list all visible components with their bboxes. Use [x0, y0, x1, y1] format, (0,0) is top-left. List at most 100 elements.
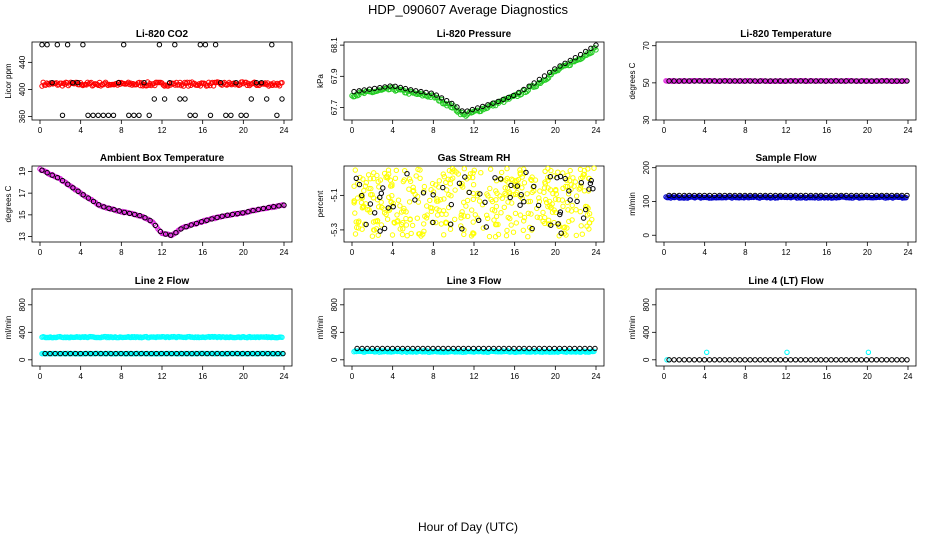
data-point: [168, 350, 175, 357]
y-tick-label: 400: [18, 325, 27, 339]
data-point: [833, 195, 840, 201]
data-point: [459, 209, 465, 215]
data-point: [899, 192, 905, 199]
data-point: [498, 210, 504, 216]
data-point: [686, 192, 692, 199]
data-point: [354, 224, 360, 231]
data-point: [510, 229, 517, 235]
data-point: [364, 207, 371, 213]
series-pressure-sampled-: [351, 42, 599, 114]
x-tick-label: 20: [863, 126, 872, 135]
data-point: [363, 180, 369, 186]
data-point: [224, 350, 231, 357]
data-point: [417, 175, 423, 182]
data-point: [889, 192, 895, 199]
data-point: [894, 78, 900, 84]
data-point: [879, 192, 885, 199]
data-point: [361, 188, 367, 194]
data-point: [429, 205, 435, 211]
data-point: [174, 350, 180, 357]
data-point: [183, 224, 189, 230]
data-point: [194, 350, 200, 357]
data-point: [465, 345, 472, 352]
data-point: [467, 171, 474, 177]
data-point: [787, 192, 794, 199]
data-point: [229, 211, 236, 218]
data-point: [126, 210, 133, 217]
x-tick-label: 12: [470, 372, 479, 381]
data-point: [777, 78, 784, 84]
x-tick-label: 4: [390, 126, 395, 135]
data-point: [501, 345, 507, 352]
data-point: [105, 82, 111, 89]
data-point: [458, 223, 464, 229]
data-point: [808, 78, 814, 84]
data-point: [413, 173, 419, 179]
data-point: [572, 55, 579, 61]
data-point: [100, 112, 107, 119]
data-point: [503, 233, 510, 239]
data-point: [356, 181, 363, 188]
data-point: [848, 357, 854, 363]
data-point: [508, 182, 514, 189]
data-point: [676, 78, 682, 84]
data-point: [253, 80, 260, 86]
data-point: [434, 196, 440, 202]
panel-title: Gas Stream RH: [438, 153, 511, 164]
data-point: [813, 78, 819, 84]
data-point: [858, 357, 865, 363]
data-point: [387, 183, 394, 189]
panel-title: Line 3 Flow: [447, 276, 502, 287]
data-point: [419, 349, 426, 355]
data-point: [389, 232, 396, 238]
data-point: [407, 178, 414, 185]
data-point: [121, 42, 127, 48]
x-tick-label: 24: [280, 372, 289, 381]
data-point: [469, 106, 476, 113]
data-point: [541, 73, 548, 79]
data-point: [493, 188, 499, 194]
data-point: [573, 232, 579, 239]
data-point: [686, 357, 692, 363]
data-point: [483, 224, 489, 230]
data-point: [118, 350, 124, 357]
data-point: [863, 357, 870, 363]
data-point: [747, 78, 753, 84]
data-point: [542, 181, 548, 187]
data-point: [172, 82, 178, 88]
data-point: [351, 198, 357, 204]
data-point: [833, 357, 839, 363]
data-point: [434, 198, 440, 204]
data-point: [803, 192, 809, 199]
data-point: [459, 226, 465, 232]
data-point: [565, 207, 571, 213]
data-point: [67, 350, 74, 357]
x-tick-label: 8: [431, 248, 436, 257]
data-point: [853, 78, 860, 84]
x-tick-label: 8: [743, 248, 748, 257]
data-point: [162, 231, 169, 237]
data-point: [390, 200, 396, 207]
data-point: [495, 98, 501, 105]
data-point: [204, 217, 210, 224]
data-point: [167, 80, 173, 86]
data-point: [418, 88, 424, 95]
y-tick-label: 200: [642, 160, 651, 174]
data-point: [546, 198, 553, 205]
data-point: [499, 169, 505, 176]
data-point: [59, 177, 66, 184]
data-point: [184, 350, 190, 357]
figure-title: HDP_090607 Average Diagnostics: [368, 2, 568, 17]
data-point: [470, 219, 476, 225]
x-tick-label: 0: [662, 372, 667, 381]
data-point: [354, 345, 360, 352]
data-point: [153, 350, 160, 357]
data-point: [502, 185, 508, 191]
data-point: [458, 212, 464, 218]
data-point: [531, 345, 537, 352]
y-axis-label: ml/min: [628, 192, 637, 216]
data-point: [182, 96, 188, 102]
data-point: [495, 221, 501, 228]
data-point: [436, 178, 442, 184]
x-tick-label: 8: [431, 126, 436, 135]
